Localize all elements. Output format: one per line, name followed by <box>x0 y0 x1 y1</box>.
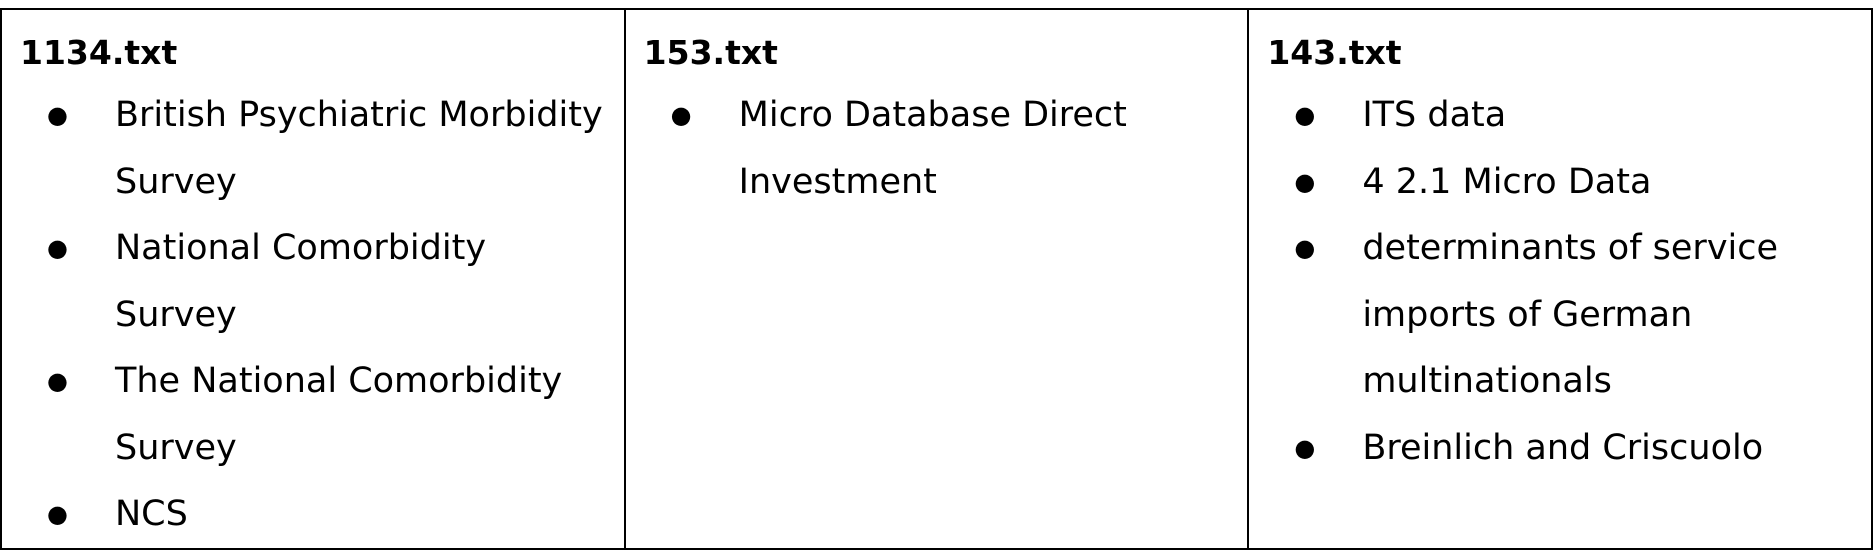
bullet-icon: ● <box>47 101 68 129</box>
list-item-text: 4 2.1 Micro Data <box>1362 161 1652 202</box>
list-item-text: NCS <box>115 494 188 534</box>
list-item-text: ITS data <box>1362 95 1507 135</box>
list-item-text: Micro Database Direct Investment <box>738 95 1127 202</box>
bullet-icon: ● <box>47 234 68 262</box>
table-row: 1134.txt ● British Psychiatric Morbidity … <box>0 8 1873 550</box>
list-item-text: The National Comorbidity Survey <box>115 361 563 468</box>
list-item: ● ITS data <box>1267 82 1859 149</box>
list-item-text: Breinlich and Criscuolo <box>1362 427 1764 468</box>
table-cell-143: 143.txt ● ITS data ● 4 2.1 Micro Data ● det… <box>1247 8 1873 550</box>
bullet-list: ● ITS data ● 4 2.1 Micro Data ● determinant… <box>1267 82 1859 481</box>
cell-title: 153.txt <box>643 33 778 72</box>
bullet-icon: ● <box>1294 433 1316 462</box>
bullet-icon: ● <box>1294 101 1316 129</box>
bullet-icon: ● <box>1294 167 1316 196</box>
list-item-text: determinants of service imports of Germa… <box>1362 228 1779 401</box>
bullet-icon: ● <box>1294 234 1316 262</box>
list-item: ● Breinlich and Criscuolo <box>1267 415 1859 482</box>
table-cell-1134: 1134.txt ● British Psychiatric Morbidity … <box>0 8 626 550</box>
list-item: ● British Psychiatric Morbidity Survey <box>20 82 612 215</box>
list-item-text: British Psychiatric Morbidity Survey <box>115 95 603 202</box>
list-item: ● NCS <box>20 481 612 548</box>
bullet-icon: ● <box>47 367 68 395</box>
list-item: ● 4 2.1 Micro Data <box>1267 149 1859 216</box>
bullet-list: ● British Psychiatric Morbidity Survey ● N… <box>20 82 612 548</box>
cell-title: 1134.txt <box>20 33 178 72</box>
bullet-list: ● Micro Database Direct Investment <box>644 82 1236 215</box>
bullet-icon: ● <box>47 500 68 528</box>
list-item: ● The National Comorbidity Survey <box>20 348 612 481</box>
list-item: ● determinants of service imports of Germ… <box>1267 215 1859 415</box>
table-cell-153: 153.txt ● Micro Database Direct Investmen… <box>623 8 1250 550</box>
list-item-text: National Comorbidity Survey <box>115 228 487 335</box>
list-item: ● National Comorbidity Survey <box>20 215 612 348</box>
bullet-icon: ● <box>670 101 692 129</box>
document-table: 1134.txt ● British Psychiatric Morbidity … <box>0 8 1873 550</box>
list-item: ● Micro Database Direct Investment <box>644 82 1236 215</box>
cell-title: 143.txt <box>1267 33 1402 72</box>
